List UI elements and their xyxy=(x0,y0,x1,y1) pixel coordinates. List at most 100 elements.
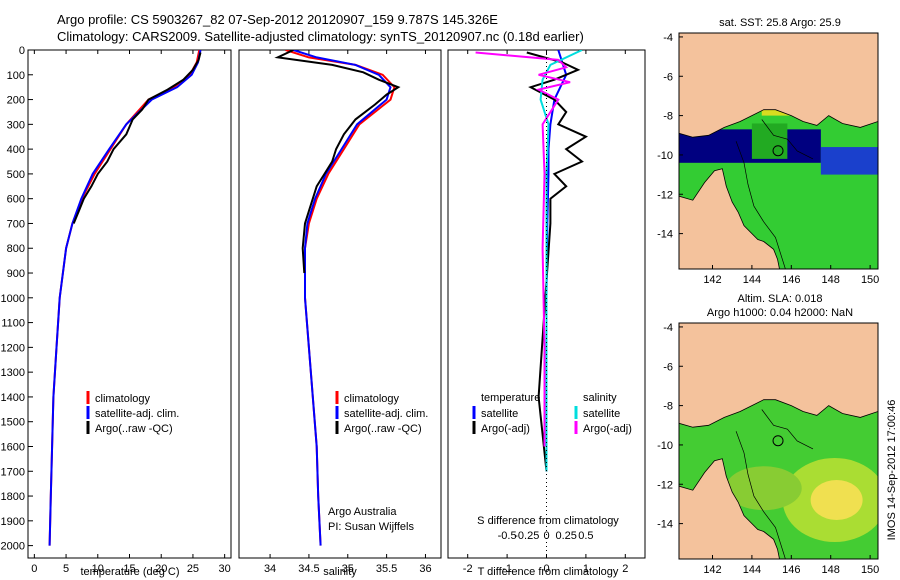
footer-timestamp: IMOS 14-Sep-2012 17:00:46 xyxy=(886,400,898,541)
x-tick-label: 5 xyxy=(63,563,69,575)
series-line-t-argo-adj- xyxy=(526,51,589,472)
depth-tick-label: 1400 xyxy=(1,392,25,404)
depth-tick-label: 100 xyxy=(7,70,25,82)
lat-tick-label: -6 xyxy=(663,361,673,373)
series-line-argo-raw-qc- xyxy=(72,52,202,224)
legend-label-s-satellite: satellite xyxy=(583,408,620,420)
lon-tick-label: 150 xyxy=(861,274,879,286)
salinity-panel-frame xyxy=(238,49,442,559)
x-tick-label: 36 xyxy=(419,563,431,575)
lat-tick-label: -4 xyxy=(663,32,673,44)
depth-tick-label: 2000 xyxy=(1,541,25,553)
lat-tick-label: -8 xyxy=(663,111,673,123)
temperature-panel: 0 5 10 15 20 25 30 xyxy=(31,50,231,575)
difference-temperature-legend: temperature satellite Argo(-adj) xyxy=(472,392,540,435)
legend-label-climatology: climatology xyxy=(95,393,151,405)
sla-peak-region xyxy=(810,480,863,520)
lon-tick-label: 142 xyxy=(703,564,721,576)
s-diff-tick-label: 0.5 xyxy=(578,530,593,542)
series-group xyxy=(48,50,202,546)
lat-tick-label: -10 xyxy=(657,150,673,162)
x-tick-label: -1 xyxy=(502,563,512,575)
depth-tick-label: 1100 xyxy=(1,318,25,330)
argo-position-marker xyxy=(772,435,784,447)
lon-tick-label: 148 xyxy=(822,564,840,576)
sla-map-title-1: Altim. SLA: 0.018 xyxy=(738,293,823,305)
x-tick-label: 0 xyxy=(31,563,37,575)
difference-panel: -2 -1 0 1 2 -0.5-0.25 0 0.25 0.5 xyxy=(463,50,628,575)
x-tick-label: 2 xyxy=(622,563,628,575)
depth-tick-label: 200 xyxy=(7,95,25,107)
reef-contour xyxy=(735,431,786,559)
salinity-legend: climatology satellite-adj. clim. Argo(..… xyxy=(335,391,428,435)
argo-australia-label: Argo Australia xyxy=(328,506,397,518)
legend-label-t-argo: Argo(-adj) xyxy=(481,423,530,435)
x-tick-label: 15 xyxy=(123,563,135,575)
x-tick-label: 1 xyxy=(583,563,589,575)
temperature-xlabel: temperature (deg C) xyxy=(80,566,179,578)
s-diff-tick-label: -0.5 xyxy=(498,530,517,542)
x-tick-label: 30 xyxy=(219,563,231,575)
title-line-2: Climatology: CARS2009. Satellite-adjuste… xyxy=(57,29,584,44)
series-line-satellite-adj-clim- xyxy=(48,50,202,546)
lon-tick-label: 150 xyxy=(861,564,879,576)
lon-tick-label: 146 xyxy=(782,274,800,286)
legend-label-climatology-s: climatology xyxy=(344,393,400,405)
legend-label-satellite: satellite-adj. clim. xyxy=(95,408,179,420)
depth-tick-label: 1700 xyxy=(1,466,25,478)
x-tick-label: -2 xyxy=(463,563,473,575)
series-line-climatology xyxy=(285,50,396,546)
depth-tick-label: 1800 xyxy=(1,491,25,503)
lat-tick-label: -4 xyxy=(663,322,673,334)
series-group xyxy=(475,50,589,472)
series-line-climatology xyxy=(48,50,201,546)
reef-contour xyxy=(735,141,786,269)
depth-tick-label: 1500 xyxy=(1,417,25,429)
x-tick-label: 10 xyxy=(92,563,104,575)
argo-position-marker xyxy=(772,145,784,157)
legend-label-s-argo: Argo(-adj) xyxy=(583,423,632,435)
series-group xyxy=(274,50,401,546)
depth-tick-label: 1200 xyxy=(1,342,25,354)
legend-label-t-satellite: satellite xyxy=(481,408,518,420)
x-tick-label: 34.5 xyxy=(298,563,319,575)
sst-map-panel: 142 144 146 148 150 -4 -6 -8 -10 -12 -14 xyxy=(657,32,879,286)
land-cape-york xyxy=(679,458,780,559)
lon-tick-label: 144 xyxy=(743,564,761,576)
land-cape-york xyxy=(679,168,780,269)
legend-title-temperature: temperature xyxy=(481,392,540,404)
depth-tick-label: 600 xyxy=(7,194,25,206)
series-line-s-satellite xyxy=(539,50,583,472)
s-diff-tick-label: 0 xyxy=(543,530,549,542)
sst-map-title: sat. SST: 25.8 Argo: 25.9 xyxy=(719,17,841,29)
sst-gap-patch xyxy=(751,123,788,159)
x-tick-label: 0 xyxy=(543,563,549,575)
shelf-contour xyxy=(761,119,814,160)
depth-tick-label: 1000 xyxy=(1,293,25,305)
x-tick-label: 35.5 xyxy=(376,563,397,575)
series-line-s-argo-adj- xyxy=(475,51,571,447)
depth-tick-label: 1600 xyxy=(1,441,25,453)
land-new-guinea xyxy=(679,323,878,428)
x-tick-label: 34 xyxy=(264,563,276,575)
depth-tick-label: 300 xyxy=(7,119,25,131)
lon-tick-label: 146 xyxy=(782,564,800,576)
x-tick-label: 25 xyxy=(187,563,199,575)
lon-tick-label: 142 xyxy=(703,274,721,286)
title-line-1: Argo profile: CS 5903267_82 07-Sep-2012 … xyxy=(57,12,498,27)
pi-label: PI: Susan Wijffels xyxy=(328,521,414,533)
lat-tick-label: -12 xyxy=(657,479,673,491)
lat-tick-label: -12 xyxy=(657,189,673,201)
land-new-guinea xyxy=(679,33,878,138)
x-tick-label: 35 xyxy=(342,563,354,575)
depth-tick-label: 800 xyxy=(7,243,25,255)
sla-map-title-2: Argo h1000: 0.04 h2000: NaN xyxy=(707,307,853,319)
depth-tick-label: 400 xyxy=(7,144,25,156)
depth-tick-label: 500 xyxy=(7,169,25,181)
depth-tick-label: 0 xyxy=(19,45,25,57)
shelf-contour xyxy=(761,409,814,450)
temperature-legend: climatology satellite-adj. clim. Argo(..… xyxy=(86,391,179,435)
legend-label-satellite-s: satellite-adj. clim. xyxy=(344,408,428,420)
salinity-xlabel: salinity xyxy=(323,566,357,578)
